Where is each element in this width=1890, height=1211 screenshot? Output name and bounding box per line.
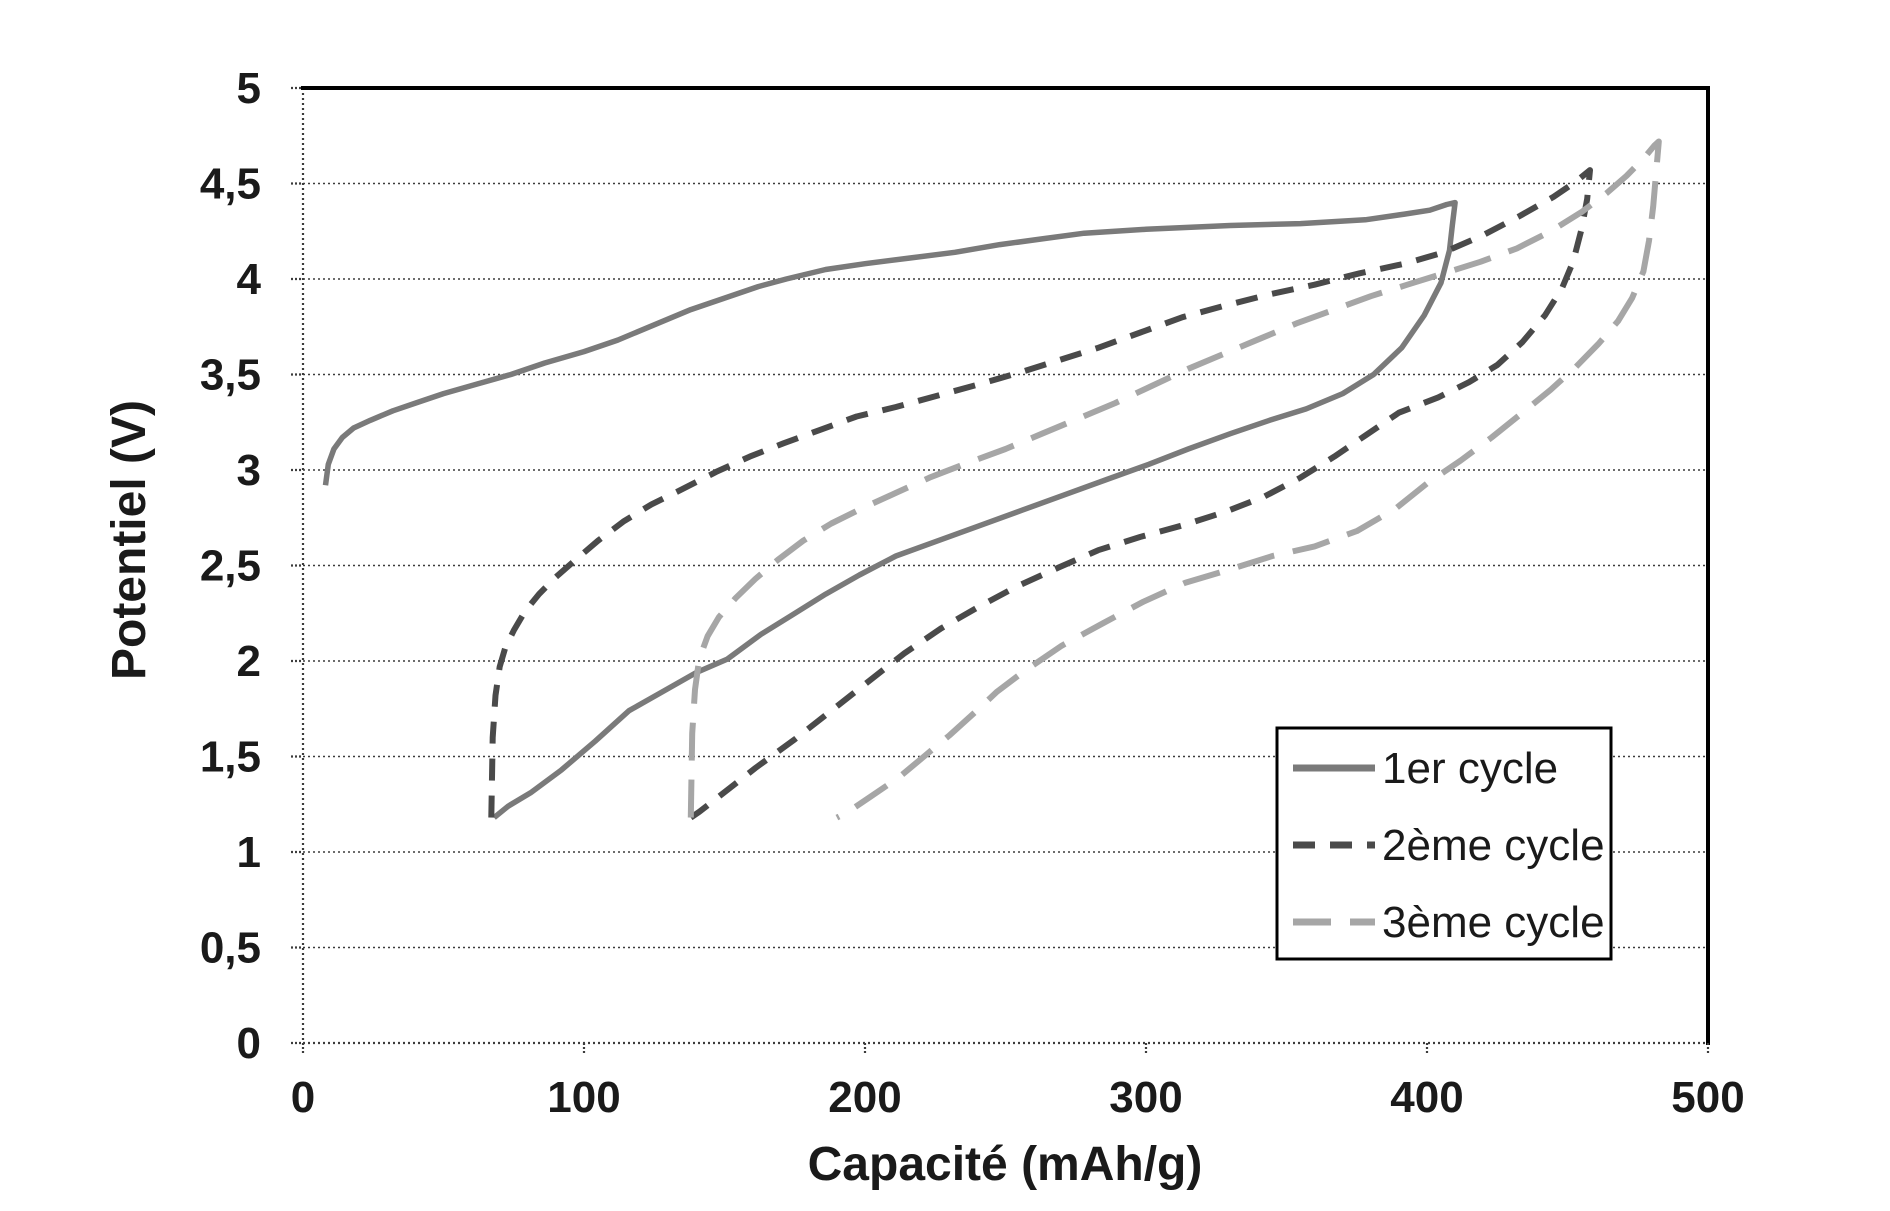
- x-tick-label-300: 300: [1109, 1073, 1182, 1122]
- y-tick-label-4,5: 4,5: [200, 160, 261, 209]
- legend-box: 1er cycle 2ème cycle 3ème cycle: [1275, 726, 1613, 961]
- y-tick-label-2: 2: [237, 637, 261, 686]
- plot-border: [301, 86, 1710, 1045]
- y-tick-label-1: 1: [237, 828, 261, 877]
- x-tick-label-100: 100: [547, 1073, 620, 1122]
- y-tick-label-0: 0: [237, 1019, 261, 1068]
- x-tick-label-400: 400: [1390, 1073, 1463, 1122]
- series-line-1: [322, 199, 1458, 820]
- legend-label-2eme-cycle: 2ème cycle: [1382, 821, 1605, 870]
- legend-label-3eme-cycle: 3ème cycle: [1382, 898, 1605, 947]
- legend-label-1er-cycle: 1er cycle: [1382, 744, 1558, 793]
- x-tick-label-500: 500: [1671, 1073, 1744, 1122]
- series-line-2: [488, 167, 1593, 821]
- axis-ticks: [291, 86, 1710, 1055]
- y-tick-label-0,5: 0,5: [200, 924, 261, 973]
- x-axis-tick-labels: 0 100 200 300 400 500: [291, 1073, 1745, 1122]
- y-tick-label-1,5: 1,5: [200, 733, 261, 782]
- y-tick-label-5: 5: [237, 64, 261, 113]
- x-axis-title: Capacité (mAh/g): [808, 1138, 1203, 1191]
- y-tick-label-3: 3: [237, 446, 261, 495]
- y-axis-tick-labels: 0 0,5 1 1,5 2 2,5 3 3,5 4 4,5 5: [200, 64, 262, 1068]
- y-tick-label-4: 4: [237, 255, 262, 304]
- x-tick-label-0: 0: [291, 1073, 315, 1122]
- y-tick-label-2,5: 2,5: [200, 542, 261, 591]
- legend-line-samples: [1293, 764, 1375, 926]
- y-axis-title: Potentiel (V): [103, 400, 156, 680]
- x-tick-label-200: 200: [828, 1073, 901, 1122]
- y-tick-label-3,5: 3,5: [200, 351, 261, 400]
- series-group: [322, 138, 1662, 821]
- series-line-3: [687, 138, 1662, 821]
